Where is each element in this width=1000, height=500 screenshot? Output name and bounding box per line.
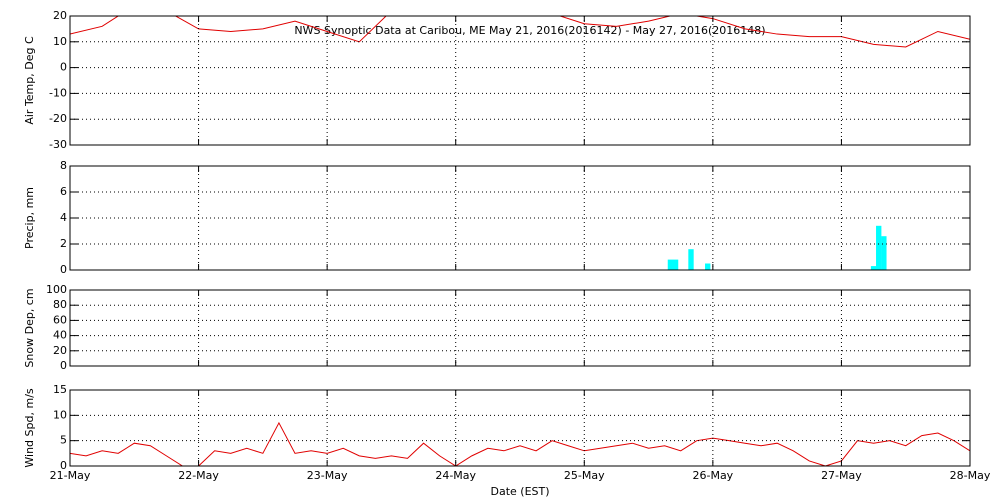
x-tick-label: 24-May	[435, 469, 476, 482]
y-tick-label: 2	[60, 237, 67, 250]
bar	[870, 266, 877, 270]
x-tick-label: 23-May	[307, 469, 348, 482]
plot-frame	[69, 15, 971, 146]
bar	[672, 259, 679, 270]
x-tick-label: 28-May	[950, 469, 991, 482]
y-tick-label: 10	[53, 408, 67, 421]
y-axis-label: Air Temp, Deg C	[23, 36, 36, 125]
panel	[70, 16, 970, 48]
bar	[705, 263, 711, 270]
y-tick-label: 20	[53, 9, 67, 22]
plot-frame	[69, 289, 971, 367]
y-axis-label: Precip, mm	[23, 187, 36, 249]
y-tick-label: 80	[53, 298, 67, 311]
data-line	[70, 421, 970, 466]
y-tick-label: -10	[49, 86, 67, 99]
y-tick-label: 40	[53, 329, 67, 342]
plot-frame	[69, 165, 971, 271]
y-tick-label: 0	[60, 61, 67, 74]
y-axis-label: Snow Dep, cm	[23, 288, 36, 367]
y-tick-label: -30	[49, 138, 67, 151]
data-line	[70, 16, 970, 48]
bar	[881, 236, 887, 270]
y-tick-label: 10	[53, 35, 67, 48]
y-tick-label: 5	[60, 434, 67, 447]
x-tick-label: 22-May	[178, 469, 219, 482]
chart-title: NWS Synoptic Data at Caribou, ME May 21,…	[294, 24, 765, 37]
y-tick-label: 6	[60, 185, 67, 198]
bar	[667, 259, 674, 270]
y-tick-label: 4	[60, 211, 67, 224]
bar	[876, 225, 882, 270]
y-tick-label: 60	[53, 313, 67, 326]
bar	[688, 249, 694, 270]
y-tick-label: -20	[49, 112, 67, 125]
panel	[70, 421, 970, 466]
x-tick-label: 26-May	[692, 469, 733, 482]
panel	[667, 225, 887, 270]
y-tick-label: 8	[60, 159, 67, 172]
y-tick-label: 0	[60, 263, 67, 276]
y-tick-label: 0	[60, 359, 67, 372]
y-tick-label: 15	[53, 383, 67, 396]
y-tick-label: 20	[53, 344, 67, 357]
x-tick-label: 27-May	[821, 469, 862, 482]
y-tick-label: 100	[46, 283, 67, 296]
x-tick-label: 25-May	[564, 469, 605, 482]
x-tick-label: 21-May	[50, 469, 91, 482]
plot-frame	[69, 389, 971, 467]
y-axis-label: Wind Spd, m/s	[23, 388, 36, 468]
y-tick-label: 0	[60, 459, 67, 472]
x-axis-label: Date (EST)	[490, 485, 549, 498]
